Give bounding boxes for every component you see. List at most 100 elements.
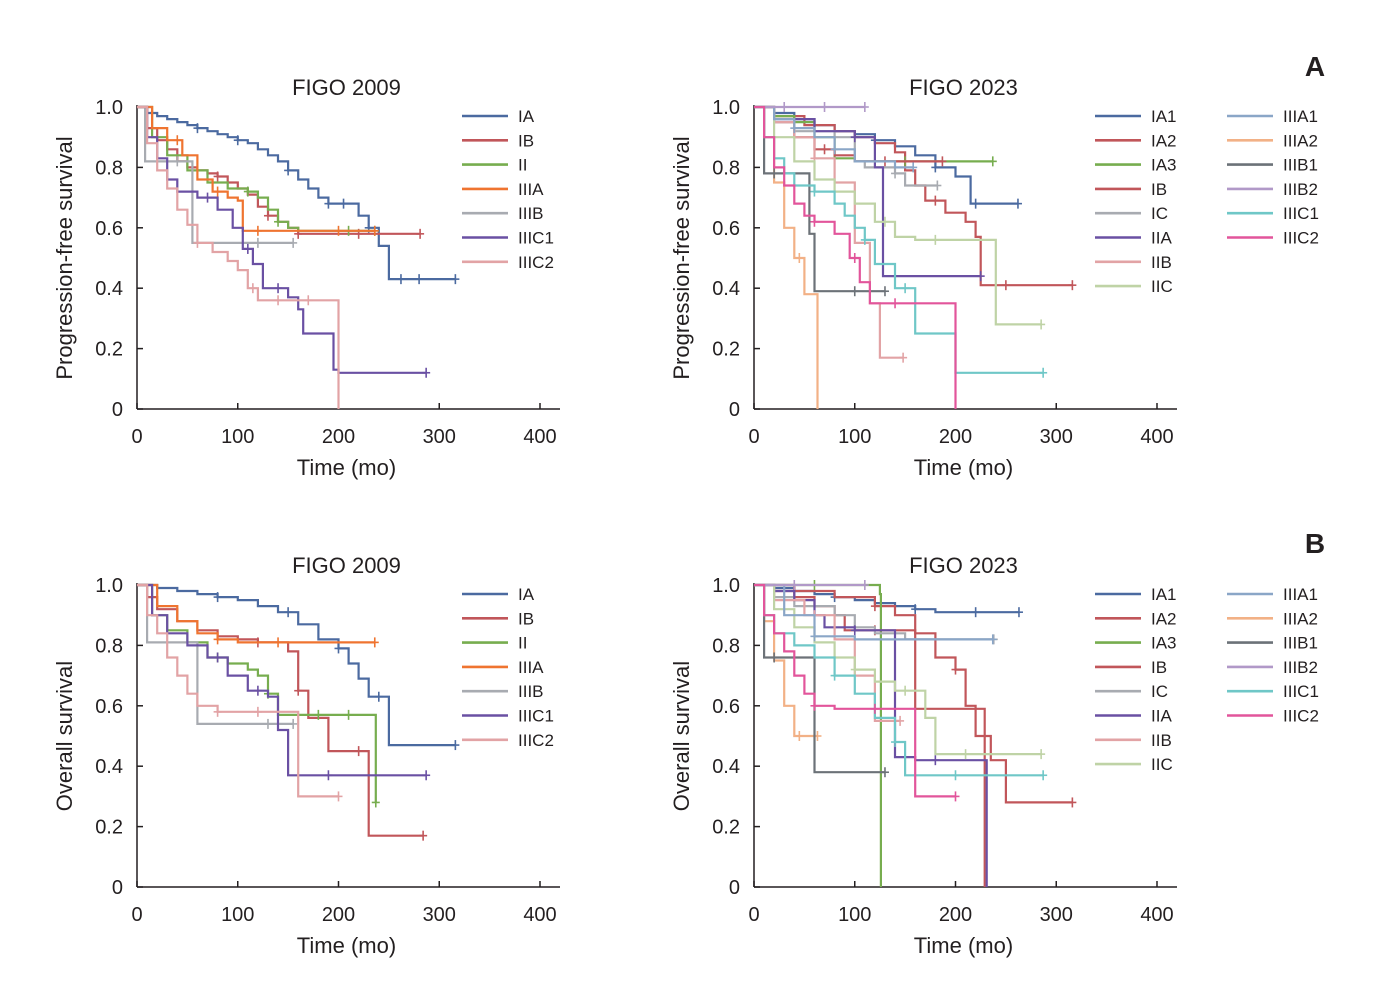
legend-label: IIIB1: [1283, 156, 1318, 175]
x-tick-label: 400: [523, 904, 556, 926]
x-tick-label: 300: [423, 904, 456, 926]
series-iiic1: IIIC1: [137, 583, 554, 781]
legend-label: IB: [518, 609, 534, 628]
survival-curve: [754, 105, 904, 359]
series-iia: IIA: [754, 583, 1172, 887]
legend-label: IA1: [1151, 107, 1177, 126]
legend-label: IA3: [1151, 156, 1177, 175]
panel-letter-a: A: [1305, 51, 1325, 82]
x-tick-label: 200: [322, 426, 355, 448]
survival-curve: [137, 105, 375, 232]
legend-label: IC: [1151, 682, 1168, 701]
survival-curve: [754, 105, 914, 169]
series-iib: IIB: [754, 583, 1172, 750]
legend-label: IIIA2: [1283, 609, 1318, 628]
x-tick-label: 300: [423, 426, 456, 448]
x-tick-label: 0: [131, 426, 142, 448]
x-tick-label: 400: [523, 426, 556, 448]
y-axis-label: Overall survival: [52, 661, 77, 811]
survival-curve: [137, 583, 424, 837]
y-tick-label: 0: [729, 399, 740, 421]
legend-label: IIIC1: [1283, 682, 1319, 701]
y-tick-label: 0.6: [712, 696, 740, 718]
legend-label: IA1: [1151, 585, 1177, 604]
y-axis-label: Progression-free survival: [52, 136, 77, 379]
survival-curve: [754, 583, 994, 641]
y-tick-label: 1.0: [712, 97, 740, 119]
survival-curve: [137, 583, 456, 747]
legend-label: IIIC2: [1283, 707, 1319, 726]
legend-label: IIA: [1151, 229, 1172, 248]
series-iiib1: IIIB1: [754, 583, 1318, 778]
x-axis-label: Time (mo): [297, 455, 396, 480]
series-iiia1: IIIA1: [754, 105, 1318, 173]
legend-label: IIIC1: [518, 707, 554, 726]
survival-curve: [137, 105, 427, 374]
y-tick-label: 0.2: [95, 817, 123, 839]
legend-label: IIIB2: [1283, 658, 1318, 677]
y-tick-label: 0.2: [712, 817, 740, 839]
y-tick-label: 0.4: [95, 756, 123, 778]
y-tick-label: 1.0: [712, 575, 740, 597]
survival-curve: [754, 583, 993, 641]
survival-curve: [754, 583, 885, 774]
series-iiia: II IA: [137, 105, 544, 236]
survival-curve: [754, 583, 1044, 777]
survival-curve: [754, 105, 1042, 326]
y-tick-label: 0.6: [712, 218, 740, 240]
legend-label: IIB: [1151, 253, 1172, 272]
x-axis-label: Time (mo): [297, 933, 396, 958]
series-iiia2: IIIA2: [754, 105, 1318, 409]
y-tick-label: 0.2: [95, 339, 123, 361]
series-iiia: II IA: [137, 583, 544, 677]
series-iiib: II IB: [137, 583, 544, 729]
legend-label: IIIA2: [1283, 131, 1318, 150]
legend-label: II: [518, 634, 527, 653]
series-iiic1: IIIC1: [754, 105, 1319, 378]
survival-curve: [137, 583, 375, 644]
legend-label: IA2: [1151, 131, 1177, 150]
legend-label: IB: [1151, 180, 1167, 199]
legend-label: IIIB2: [1283, 180, 1318, 199]
y-tick-label: 0.4: [712, 278, 740, 300]
panel-letter-b: B: [1305, 528, 1325, 559]
legend-label: IIA: [1151, 707, 1172, 726]
legend-label: IB: [1151, 658, 1167, 677]
chart-pfs_2023: 0 100 200 300 400 0 0.2 0.4 0.6 0.8 1.0 Time (mo) Pr…: [669, 75, 1319, 480]
y-axis-label: Progression-free survival: [669, 136, 694, 379]
series-iiib2: IIIB2: [754, 102, 1318, 199]
series-ic: IC: [754, 583, 1168, 701]
series-ia: IA: [137, 583, 535, 751]
survival-curve: [754, 583, 1042, 756]
series-iic: IIC: [754, 105, 1173, 330]
survival-curve: [137, 583, 339, 798]
survival-curve: [754, 105, 981, 278]
legend-label: IIIB: [518, 204, 544, 223]
legend-label: IIC: [1151, 755, 1173, 774]
y-tick-label: 0: [729, 877, 740, 899]
survival-curve: [754, 583, 1073, 804]
y-tick-label: 0.6: [95, 696, 123, 718]
legend-label: IA3: [1151, 634, 1177, 653]
y-tick-label: 0.6: [95, 218, 123, 240]
legend-label: IIIC2: [1283, 229, 1319, 248]
series-ia2: IA2: [754, 583, 1177, 808]
y-tick-label: 0.8: [712, 635, 740, 657]
x-tick-label: 400: [1140, 904, 1173, 926]
series-iiib2: IIIB2: [754, 580, 1318, 677]
chart-title: FIGO 2009: [292, 75, 401, 100]
legend-label: IIIA: [518, 180, 544, 199]
y-tick-label: 0.4: [95, 278, 123, 300]
y-tick-label: 0: [112, 877, 123, 899]
legend-label: IIIA1: [1283, 107, 1318, 126]
x-tick-label: 100: [838, 904, 871, 926]
series-iiia1: IIIA1: [754, 583, 1318, 645]
series-ia1: IA1: [754, 583, 1177, 618]
legend-label: IA2: [1151, 609, 1177, 628]
chart-pfs_2009: 0 100 200 300 400 0 0.2 0.4 0.6 0.8 1.0 Time (mo) Pr…: [52, 75, 560, 480]
y-tick-label: 1.0: [95, 575, 123, 597]
y-tick-label: 0: [112, 399, 123, 421]
x-tick-label: 0: [748, 904, 759, 926]
y-axis-label: Overall survival: [669, 661, 694, 811]
chart-title: FIGO 2023: [909, 553, 1018, 578]
